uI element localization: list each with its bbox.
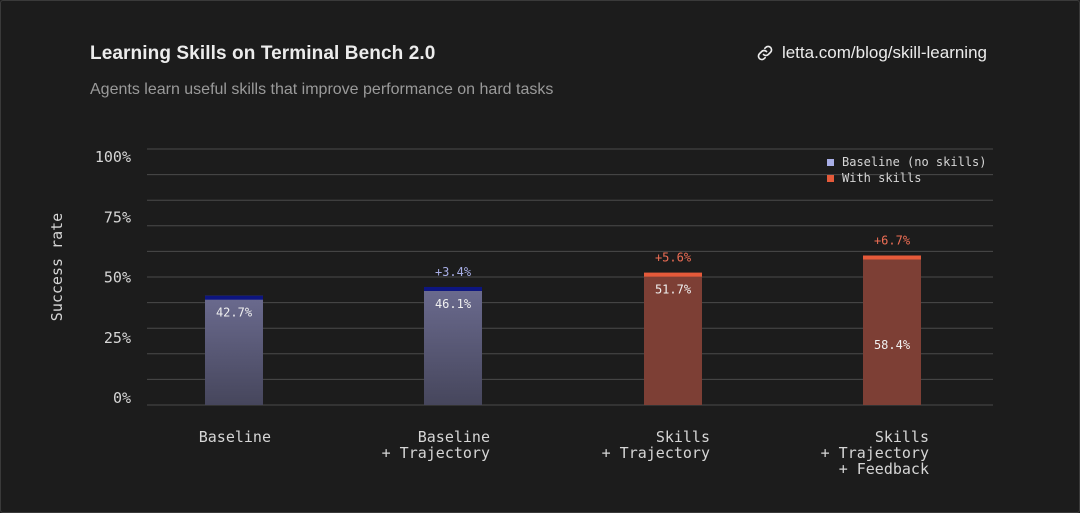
y-tick-label: 25% [104,329,131,347]
y-tick-label: 0% [113,389,131,407]
x-category-label: Skills + Trajectory [602,428,710,462]
bar-2 [424,286,482,405]
legend: Baseline (no skills) With skills [827,155,987,185]
bar-value-label: 42.7% [216,306,253,320]
bar-value-label: 51.7% [655,283,692,297]
blog-link[interactable]: letta.com/blog/skill-learning [756,43,987,63]
bar-delta-label: +5.6% [655,251,692,265]
x-category-label: Baseline + Trajectory [382,428,490,462]
bar-delta-label: +6.7% [874,233,911,247]
bar-value-label: 58.4% [874,338,911,352]
x-category-label: Baseline [199,428,271,446]
y-tick-label: 75% [104,208,131,226]
bar-value-label: 46.1% [435,297,472,311]
bar-4 [863,255,921,405]
chart-title: Learning Skills on Terminal Bench 2.0 [90,43,436,64]
legend-swatch [827,175,834,182]
bar-3 [644,272,702,405]
x-category-label: Skills + Trajectory + Feedback [821,428,929,478]
chart-subtitle: Agents learn useful skills that improve … [90,81,554,98]
legend-label: Baseline (no skills) [842,155,987,169]
blog-link-text[interactable]: letta.com/blog/skill-learning [781,43,987,62]
bar-1 [205,295,263,405]
y-axis-ticks: 0% 25% 50% 75% 100% [95,148,131,407]
bars: 42.7% 46.1% +3.4% 51.7% +5.6% 58.4% +6.7% [205,233,921,405]
bar-cap-4 [863,255,921,260]
y-tick-label: 50% [104,269,131,287]
y-tick-label: 100% [95,148,131,166]
gridlines [147,148,993,406]
legend-swatch [827,159,834,166]
bar-cap-1 [205,295,263,300]
link-icon [757,45,773,61]
x-axis-labels: Baseline Baseline + Trajectory Skills + Traj… [199,428,929,478]
legend-label: With skills [842,171,921,185]
bar-delta-label: +3.4% [435,265,472,279]
y-axis-label: Success rate [48,213,66,321]
bar-cap-2 [424,286,482,291]
bar-cap-3 [644,272,702,277]
